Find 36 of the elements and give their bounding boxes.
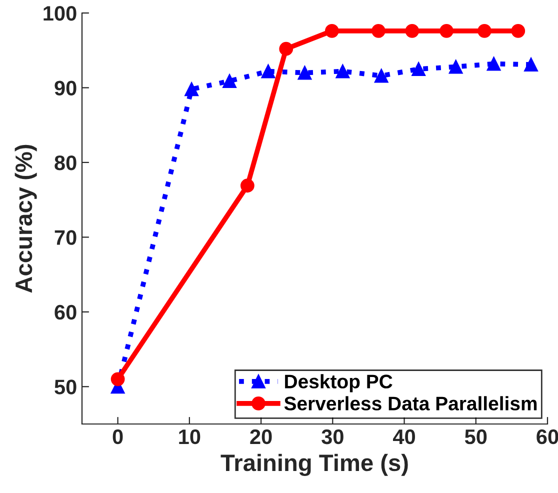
point (240, 178, 254, 193)
legend-label: Serverless Data Parallelism (284, 396, 537, 410)
y-tick-label: 60 (54, 304, 76, 320)
x-tick-label: 30 (322, 429, 344, 444)
x-tick-label: 60 (536, 429, 558, 444)
point (440, 24, 454, 38)
y-axis-title: Accuracy (%) (14, 144, 37, 293)
point (412, 62, 426, 76)
point (524, 58, 538, 72)
x-tick-label: 10 (179, 429, 200, 444)
point (110, 372, 125, 386)
point (511, 24, 526, 38)
y-tick-label: 80 (54, 155, 76, 170)
x-tick-label: 20 (250, 429, 272, 444)
legend-label: Desktop PC (285, 374, 392, 392)
y-tick-label: 70 (54, 230, 76, 245)
x-axis-title: Training Time (s) (220, 454, 408, 476)
point (336, 64, 350, 78)
y-tick-label: 100 (44, 6, 76, 21)
point (478, 24, 492, 38)
point (184, 82, 199, 96)
point (405, 24, 420, 38)
x-tick-label: 40 (393, 429, 416, 444)
point (298, 66, 312, 80)
y-tick-label: 90 (54, 80, 76, 96)
x-tick-label: 50 (464, 429, 487, 444)
point (486, 56, 501, 71)
point (279, 42, 294, 56)
point (261, 64, 276, 78)
point (222, 74, 236, 88)
point (324, 24, 339, 38)
x-tick-label: 0 (112, 429, 123, 444)
point (374, 68, 388, 83)
y-tick-label: 50 (54, 380, 76, 394)
point (448, 60, 463, 74)
point (372, 24, 386, 38)
